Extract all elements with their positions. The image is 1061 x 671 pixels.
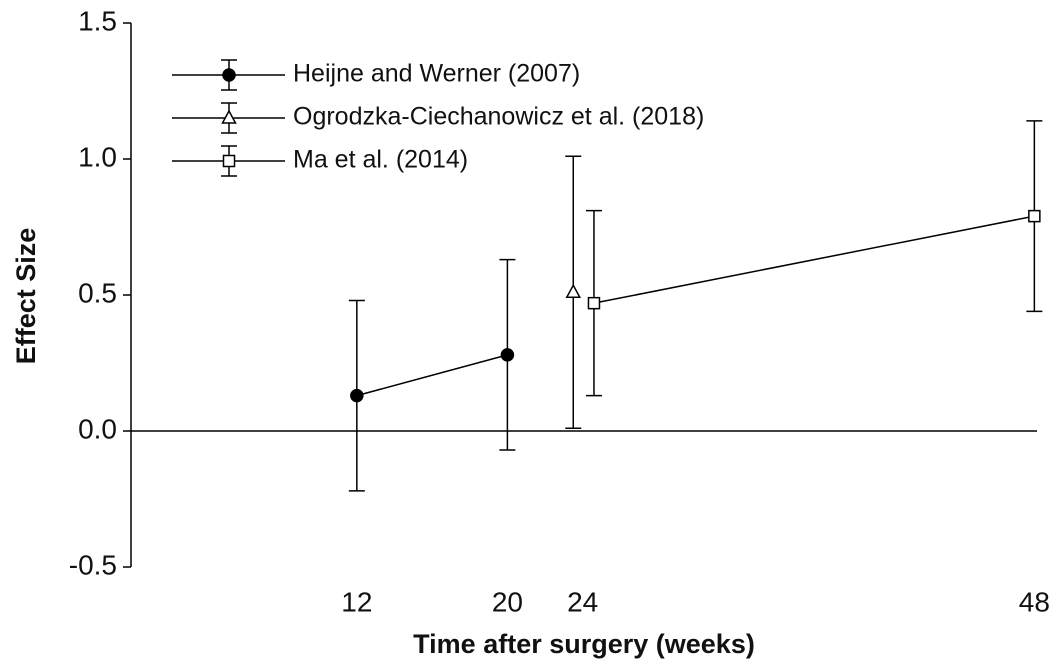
marker	[565, 283, 582, 299]
x-tick-label: 12	[341, 586, 372, 617]
y-tick-label: 0.5	[78, 277, 117, 308]
marker	[587, 296, 601, 310]
y-tick-label: 0.0	[78, 413, 117, 444]
y-tick-label: 1.5	[78, 5, 117, 36]
legend-label: Heijne and Werner (2007)	[293, 60, 580, 88]
legend-label: Ma et al. (2014)	[293, 146, 468, 174]
y-tick-label: 1.0	[78, 141, 117, 172]
x-tick-label: 24	[567, 586, 598, 617]
legend-label: Ogrodzka-Ciechanowicz et al. (2018)	[293, 103, 704, 131]
marker	[500, 348, 515, 362]
series-line	[356, 354, 508, 397]
marker	[350, 388, 364, 403]
series-line	[593, 215, 1035, 304]
marker	[1028, 209, 1041, 223]
y-axis-title: Effect Size	[11, 228, 41, 365]
marker	[222, 68, 236, 82]
x-tick-label: 48	[1019, 586, 1050, 617]
x-axis-title: Time after surgery (weeks)	[413, 629, 755, 659]
x-tick-label: 20	[492, 586, 523, 617]
marker	[222, 154, 236, 168]
marker	[221, 109, 237, 124]
y-tick-label: -0.5	[69, 549, 117, 580]
